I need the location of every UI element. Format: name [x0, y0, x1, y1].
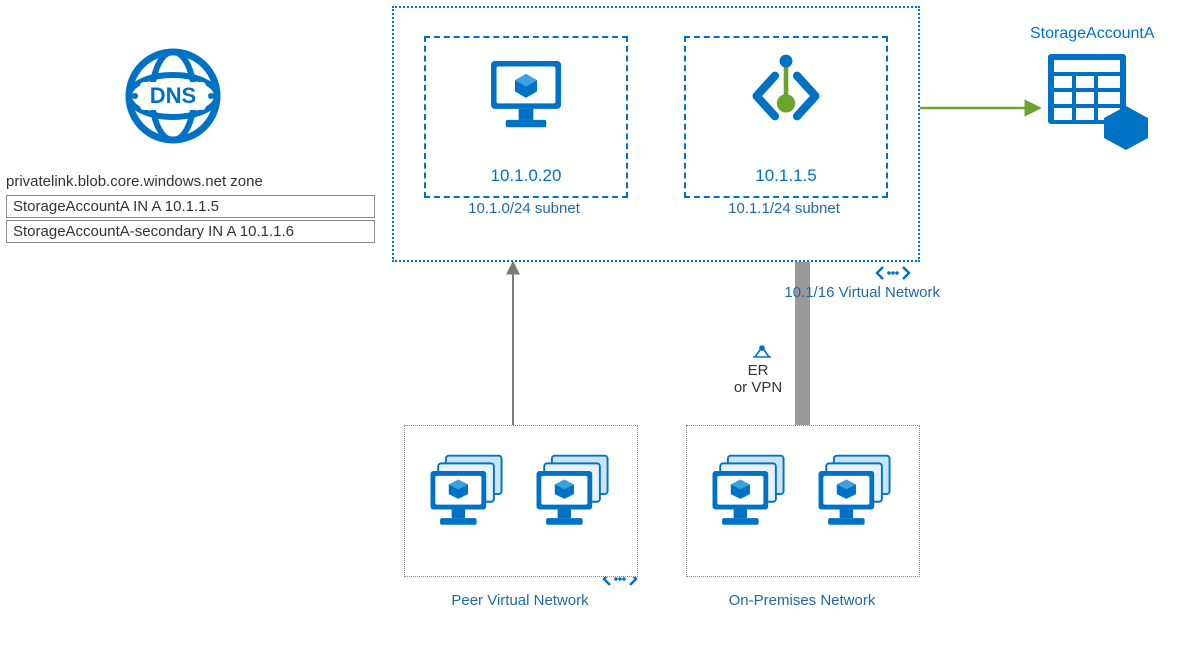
- vm-icon: [426, 50, 626, 147]
- vm-cluster-icon-onprem-2: [807, 448, 903, 549]
- diagram-canvas: DNS privatelink.blob.core.windows.net zo…: [0, 0, 1200, 654]
- svg-text:DNS: DNS: [150, 83, 196, 108]
- er-vpn-line2: or VPN: [734, 379, 782, 396]
- vnet-label: 10.1/16 Virtual Network: [730, 284, 940, 301]
- er-vpn-line1: ER: [748, 362, 769, 379]
- dns-record-0: StorageAccountA IN A 10.1.1.5: [6, 195, 375, 218]
- virtual-network-box: 10.1.0.20 10.1.0/24 subnet 10.1.1.5 10.1…: [392, 6, 920, 262]
- er-vpn-label: ER or VPN: [723, 362, 793, 396]
- subnet-box-0: 10.1.0.20: [424, 36, 628, 198]
- vpn-device-icon: [753, 346, 771, 357]
- storage-label: StorageAccountA: [1030, 25, 1155, 43]
- er-vpn-connector: [795, 256, 810, 428]
- subnet-box-1: 10.1.1.5: [684, 36, 888, 198]
- onprem-network-box: [686, 425, 920, 577]
- subnet-label-1: 10.1.1/24 subnet: [684, 200, 884, 217]
- peer-net-label: Peer Virtual Network: [404, 592, 636, 609]
- vm-cluster-icon-peer-2: [525, 448, 621, 549]
- dns-record-1: StorageAccountA-secondary IN A 10.1.1.6: [6, 220, 375, 243]
- vm-cluster-icon-peer-1: [419, 448, 515, 549]
- vm-cluster-icon-onprem-1: [701, 448, 797, 549]
- endpoint-ip-label: 10.1.1.5: [686, 166, 886, 186]
- storage-icon: [1044, 50, 1154, 155]
- vnet-peering-icon: [877, 267, 909, 279]
- onprem-net-label: On-Premises Network: [686, 592, 918, 609]
- peer-network-box: [404, 425, 638, 577]
- subnet-label-0: 10.1.0/24 subnet: [424, 200, 624, 217]
- dns-zone-title: privatelink.blob.core.windows.net zone: [6, 173, 263, 190]
- private-endpoint-icon: [686, 50, 886, 147]
- vm-ip-label: 10.1.0.20: [426, 166, 626, 186]
- dns-globe-icon: DNS: [123, 46, 223, 151]
